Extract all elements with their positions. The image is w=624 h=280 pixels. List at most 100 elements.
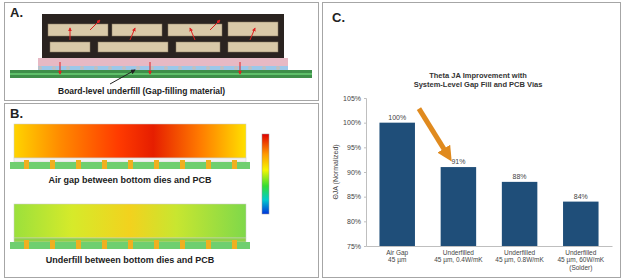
thermal-via [24,160,29,169]
thermal-via [154,240,159,249]
x-tick: Underfilled45 µm, 60W/mK(Solder) [557,249,604,272]
solder-ball [108,66,112,70]
solder-ball [80,66,84,70]
y-tick-label: 95% [347,144,361,151]
annotation: Board-level underfill (Gap-filling mater… [58,86,225,96]
y-tick: 80% [347,218,366,225]
panel-label: B. [10,106,23,121]
data-label: 91% [451,158,465,165]
y-tick-mark [364,172,366,173]
heat-arrow [190,28,195,40]
x-tick: Underfilled45 µm, 0.4W/mK [434,249,483,264]
y-tick: 75% [347,243,366,250]
die [112,24,162,36]
panel-c-frame [323,3,621,278]
thermal-via [76,160,81,169]
heat-arrow [70,28,71,40]
x-tick: Air Gap45 µm [386,249,408,264]
y-tick-label: 105% [343,95,361,102]
y-tick-mark [364,98,366,99]
x-tick-label: Air Gap45 µm [386,249,408,264]
thermal-via [50,160,55,169]
y-tick-mark [364,246,366,247]
thermal-via [232,160,237,169]
thermal-body [14,204,246,238]
thermal-body [14,124,246,158]
y-tick: 90% [347,169,366,176]
y-tick-mark [364,123,366,124]
y-axis: 75% 80% 85% 90% 95% 100% 105% [343,95,366,250]
pointer-arrow [110,70,135,84]
solder-ball [262,66,266,70]
y-tick: 100% [343,119,366,126]
x-axis-line [367,246,613,247]
solder-ball [122,66,126,70]
die [98,42,168,52]
solder-ball [248,66,252,70]
solder-ball [276,66,280,70]
bar [379,123,414,246]
data-label: 100% [388,114,406,121]
highlight-arrow [419,109,448,155]
thermal-via [76,240,81,249]
panel-label: C. [332,10,345,25]
data-label: 84% [574,193,588,200]
solder-ball [52,66,56,70]
solder-ball [178,66,182,70]
thermal-via [128,240,133,249]
y-axis-title: ΘJA (Normalized) [332,144,340,199]
x-tick-label: Underfilled45 µm, 0.8W/mK [495,249,544,264]
colorbar [262,134,269,214]
solder-ball [206,66,210,70]
solder-ball [150,66,154,70]
caption: Air gap between bottom dies and PCB [48,175,212,185]
thermal-via [180,160,185,169]
solder-ball [66,66,70,70]
package-body [42,14,284,58]
bar [441,167,476,246]
panel-a-frame [5,3,319,101]
x-tick-label: Underfilled45 µm, 60W/mK(Solder) [557,249,604,272]
heat-arrow [130,28,135,40]
solder-ball [192,66,196,70]
thermal-via [102,240,107,249]
y-tick-label: 90% [347,169,361,176]
y-tick-label: 80% [347,218,361,225]
solder-ball [136,66,140,70]
y-axis-line [364,99,367,247]
thermal-via [232,240,237,249]
bar [563,202,598,246]
y-tick: 85% [347,193,366,200]
thermal-via [206,240,211,249]
solder-ball [38,66,42,70]
x-tick: Underfilled45 µm, 0.8W/mK [495,249,544,264]
y-tick-label: 75% [347,243,361,250]
heat-arrow [150,62,151,74]
thermal-via [102,160,107,169]
y-tick-mark [364,221,366,222]
y-tick: 95% [347,144,366,151]
data-label: 88% [513,173,527,180]
heat-arrow [90,20,100,30]
chart-title: Theta JA Improvement withSystem-Level Ga… [414,71,543,89]
y-tick: 105% [343,95,366,102]
y-tick-label: 85% [347,193,361,200]
solder-ball [220,66,224,70]
thermal-via [50,240,55,249]
bars [379,123,598,246]
heat-arrow [60,62,61,74]
solder-ball [234,66,238,70]
thermal-via [154,160,159,169]
die [48,24,108,36]
pcb-layer [10,73,312,75]
panel-b-frame [5,104,319,278]
thermal-via [24,240,29,249]
solder-ball [94,66,98,70]
die [176,42,220,52]
y-tick-mark [364,147,366,148]
thermal-via [128,160,133,169]
die [50,42,90,52]
heat-arrow [240,62,241,74]
heat-arrow [250,28,255,40]
substrate [38,58,288,66]
